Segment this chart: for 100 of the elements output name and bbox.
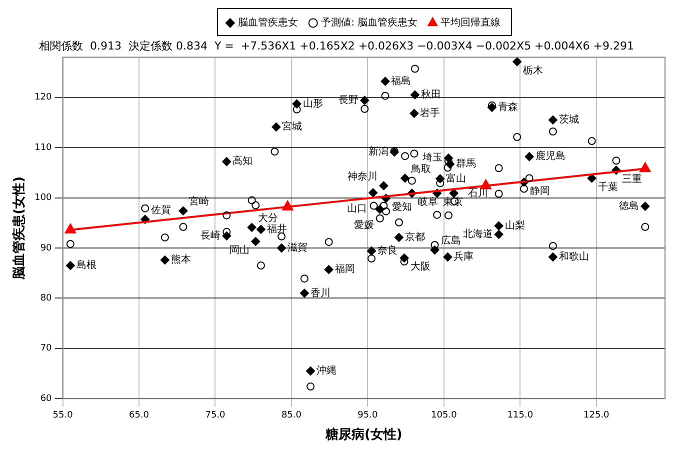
x-tick-label: 65.0 [128,410,150,420]
annotation: 千葉 [598,180,618,193]
point [520,184,528,193]
x-tick-label: 115.0 [507,410,534,420]
point [433,210,442,219]
annotation: 岐阜 [418,196,438,208]
annotation: 佐賀 [151,204,172,216]
point [368,188,378,198]
point [400,174,410,183]
annotation: 栃木 [523,64,544,76]
annotation: 青森 [498,101,518,113]
point [272,122,281,132]
point [379,181,388,190]
point [66,261,75,270]
point [494,221,504,230]
point [382,207,390,216]
annotation: 広島 [440,234,461,247]
legend-label: 予測値: 脳血管疾患女 [321,16,418,29]
point [548,128,557,136]
annotation: 福島 [391,74,412,87]
annotation: 香川 [310,286,330,299]
point [247,222,256,232]
annotation: 徳島 [619,200,640,212]
y-tick-label: 60 [40,394,52,404]
annotation: 高知 [232,155,253,168]
annotation: 沖縄 [316,364,337,377]
point [306,366,316,376]
point [367,246,376,256]
annotation: 静岡 [530,184,550,197]
point [277,243,286,252]
annotation: 愛媛 [354,218,374,231]
point [376,214,384,222]
annotation: 福岡 [334,263,355,276]
point [548,115,558,124]
x-tick-label: 55.0 [52,410,74,420]
point [360,104,369,113]
point [548,252,558,262]
annotation: 鳥取 [410,162,432,175]
point [640,162,651,172]
annotation: 群馬 [456,158,476,170]
y-tick-label: 90 [40,243,52,254]
y-tick-label: 120 [34,92,52,103]
point [360,96,370,105]
annotation: 愛知 [392,200,412,213]
annotation: 岩手 [420,107,440,120]
annotation: 長野 [338,94,359,106]
point [222,157,232,166]
y-tick-label: 110 [34,142,52,153]
point [270,148,279,156]
annotation: 茨城 [558,114,579,126]
point [410,90,420,100]
y-axis-title: 脳血管疾患(女性) [11,176,28,280]
annotation: 山口 [347,202,368,214]
point [494,230,504,239]
point [381,92,390,100]
point [222,211,231,220]
point [380,202,388,210]
annotation: 山梨 [504,219,525,232]
point [410,150,418,158]
point [494,190,503,198]
point [160,256,170,265]
point [256,224,266,234]
point [292,105,301,114]
point [256,262,265,270]
point [65,224,76,234]
point [179,222,188,231]
annotation: 富山 [446,172,466,184]
legend-label: 平均回帰直線 [440,16,501,29]
annotation: 京都 [404,231,425,244]
annotation: 宮城 [282,120,302,133]
point [251,236,260,246]
annotation: 神奈川 [348,170,378,182]
annotation: 和歌山 [558,250,589,263]
annotation: 北海道 [462,228,493,240]
x-tick-label: 75.0 [205,410,226,420]
point [444,211,453,220]
annotation: 宮崎 [189,195,210,208]
point [300,288,309,298]
point [282,200,293,210]
point [300,274,308,283]
point [178,206,188,216]
annotation: 熊本 [170,254,191,266]
annotation: 山形 [302,97,323,110]
point [513,133,522,142]
point [640,202,650,211]
point [324,238,333,246]
point [444,164,452,172]
annotation: 大阪 [410,260,430,273]
annotation: 兵庫 [454,250,474,263]
point [370,202,378,210]
x-tick-label: 95.0 [358,410,378,420]
chart-subtitle: 相関係数 0.913 決定係数 0.834 Y = +7.536X1 +0.165X2 +0.026X3 −0.003X4 −0.002X5 +0.004X6 +9.291 [38,39,634,52]
annotation: 鹿児島 [535,150,566,162]
annotation: 新潟 [368,146,388,158]
point [641,222,650,231]
point [612,156,620,165]
y-tick-label: 100 [34,193,52,204]
annotation: 奈良 [378,244,398,257]
x-axis-title: 糖尿病(女性) [324,426,402,443]
point [306,382,315,391]
